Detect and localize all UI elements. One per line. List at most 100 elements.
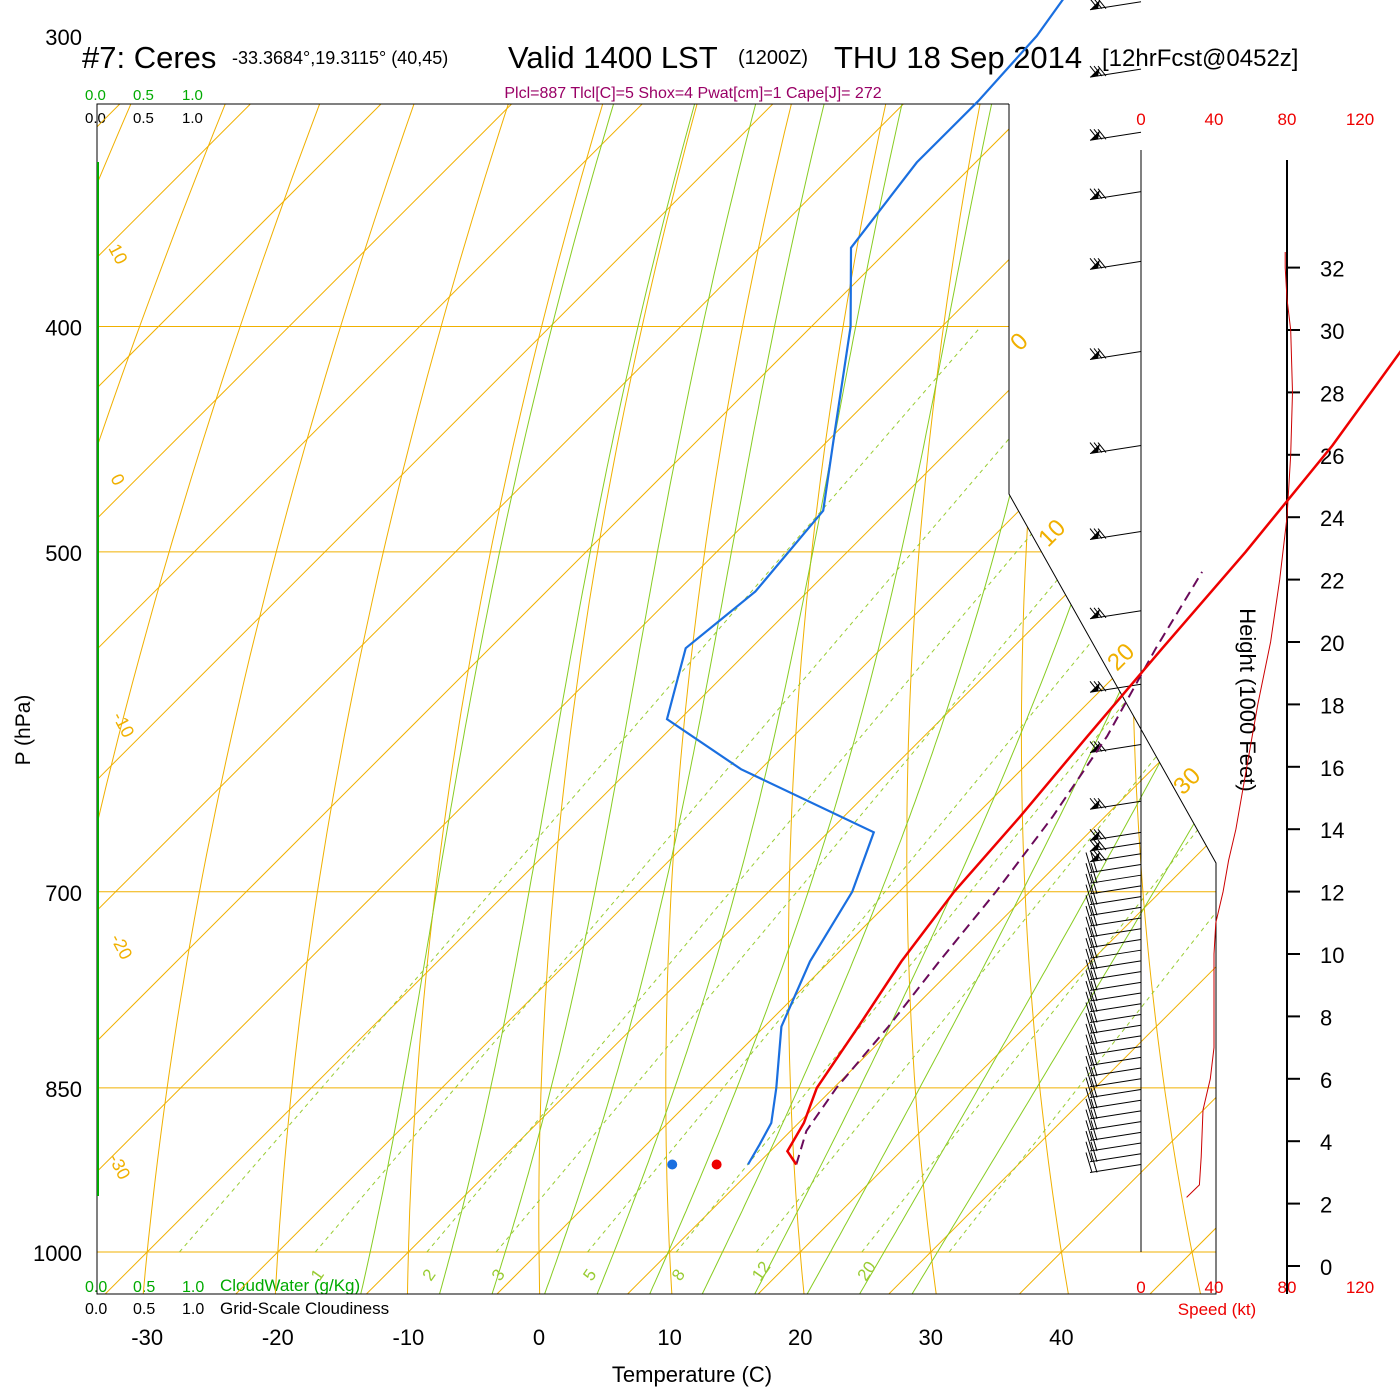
wind-barb (1085, 1098, 1142, 1120)
wind-barb (1089, 829, 1142, 841)
wind-barb (1085, 884, 1142, 906)
wind-barb (1089, 0, 1142, 11)
moist-adiabat--4 (437, 104, 785, 1294)
wind-barb-feather (1093, 65, 1103, 77)
temperature-line (785, 350, 1400, 1166)
wind-barb-staff (1089, 1163, 1142, 1173)
wind-barb-feather (1097, 680, 1107, 692)
wind-barb (1085, 916, 1142, 938)
wind-barb (1089, 442, 1142, 455)
wind-barb (1089, 607, 1142, 620)
height-tick-8: 8 (1320, 1005, 1332, 1030)
dry-adiabat-label-0: 10 (104, 240, 131, 267)
wind-barb (1085, 1152, 1142, 1173)
wind-barb-feather (1093, 839, 1103, 851)
dry-adiabat--50 (97, 104, 352, 1294)
wind-barb-feather (1093, 741, 1103, 752)
wind-barb-feather (1090, 1098, 1098, 1120)
height-tick-28: 28 (1320, 381, 1344, 406)
wind-barb-feather (1097, 607, 1107, 619)
isotherm-0 (489, 104, 1216, 1294)
wind-barb-feather (1098, 0, 1107, 10)
wind-barb-feather (1089, 258, 1099, 269)
wind-barb-feather (1093, 850, 1103, 862)
wind-barb-feather (1090, 0, 1099, 10)
isotherm--60 (97, 104, 1198, 1294)
valid-time: Valid 1400 LST (508, 40, 718, 75)
wind-barb (1085, 1088, 1142, 1109)
speed-axis: 0 40 80 120 0 40 80 120 Speed (kt) (1136, 110, 1374, 1319)
wind-barb (1085, 948, 1142, 970)
wind-barb (1085, 938, 1142, 959)
wind-barb-feather (1090, 1152, 1098, 1173)
dry-adiabat-label-4: -30 (104, 1150, 134, 1182)
wind-barb-staff (1089, 610, 1142, 620)
wind-barb-staff (1089, 350, 1142, 360)
wind-barb (1089, 680, 1142, 693)
mixing-ratio-label-3: 3 (488, 1266, 509, 1285)
mixing-ratio-line-12 (755, 326, 1216, 1253)
wind-barb-feather (1097, 850, 1107, 862)
wind-barb-feather (1085, 916, 1093, 937)
wind-barb-feather (1085, 1098, 1093, 1120)
speed-tick-bottom-120: 120 (1346, 1278, 1374, 1297)
wind-barb-feather (1090, 852, 1098, 873)
dry-adiabat-label-3: -20 (106, 930, 136, 962)
wind-barb-staff (1089, 981, 1142, 991)
dry-adiabat-label-2: -10 (108, 708, 138, 740)
date-text: THU 18 Sep 2014 (834, 40, 1082, 75)
wind-barb-feather (1085, 959, 1093, 980)
y-axis-title: P (hPa) (12, 695, 35, 766)
wind-barb (1089, 188, 1142, 201)
wind-barb-feather (1085, 884, 1093, 905)
wind-barb-feather (1085, 970, 1093, 991)
height-tick-30: 30 (1320, 319, 1344, 344)
wind-barb-feather (1090, 1120, 1098, 1141)
height-tick-14: 14 (1320, 818, 1344, 843)
wind-barb-feather (1089, 188, 1099, 199)
dry-adiabat-label-1: 0 (106, 470, 128, 488)
wind-barb-staff (1089, 1, 1142, 11)
wind-barb-feather (1093, 188, 1103, 199)
wind-barb-feather (1093, 348, 1103, 359)
wind-barb-feather (1093, 442, 1103, 453)
wind-barb-staff (1089, 1110, 1142, 1120)
wind-barb (1085, 863, 1142, 884)
wind-barb (1085, 1077, 1142, 1098)
x-tick--10: -10 (393, 1325, 425, 1350)
wind-barb-staff (1089, 863, 1142, 873)
cloud-scale-top-black-1: 0.5 (133, 110, 154, 127)
moist-adiabat-28 (854, 104, 1216, 1294)
utc-time: (1200Z) (738, 47, 808, 69)
wind-barb (1089, 850, 1142, 863)
height-tick-16: 16 (1320, 756, 1344, 781)
pressure-tick-400: 400 (45, 316, 82, 341)
wind-barb-feather (1090, 970, 1098, 991)
wind-barb-staff (1089, 1131, 1142, 1141)
wind-barb-feather (1093, 607, 1103, 619)
wind-barb-feather (1085, 873, 1093, 895)
moist-adiabat-0 (489, 104, 842, 1294)
wind-barb (1085, 1130, 1142, 1152)
wind-barb-staff (1089, 917, 1142, 927)
wind-barb-feather (1090, 1034, 1098, 1055)
cloud-scale-bottom-black-1: 0.5 (133, 1301, 155, 1318)
wind-barb-feather (1097, 839, 1107, 851)
wind-barb-feather (1097, 829, 1107, 840)
wind-barb-feather (1097, 128, 1107, 140)
wind-barbs (1085, 0, 1142, 1173)
wind-barb-staff (1089, 1067, 1142, 1077)
height-tick-12: 12 (1320, 881, 1344, 906)
x-axis-title: Temperature (C) (612, 1362, 772, 1387)
wind-barb-feather (1090, 980, 1098, 1002)
mixing-ratio-line-5 (587, 326, 1216, 1253)
wind-barb-feather (1090, 959, 1098, 980)
axes: -30-20-100102030402503004005007008501000… (33, 25, 1344, 1350)
wind-barb-staff (1089, 885, 1142, 895)
wind-barb-feather (1090, 905, 1098, 927)
height-tick-0: 0 (1320, 1255, 1332, 1280)
wind-barb-feather (1090, 1045, 1098, 1066)
dry-adiabat--60 (97, 104, 265, 1294)
